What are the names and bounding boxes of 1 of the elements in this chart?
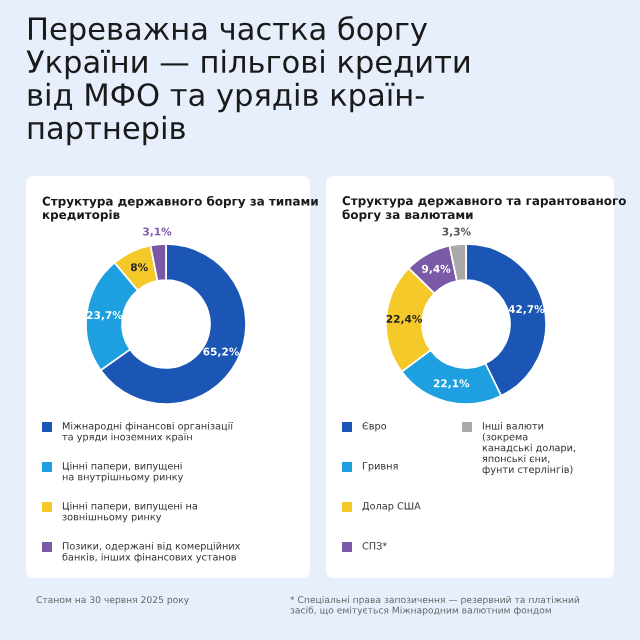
text: Переважна частка боргу України — пільгові кредити від МФО та урядів країн- партнерів [26,16,469,146]
